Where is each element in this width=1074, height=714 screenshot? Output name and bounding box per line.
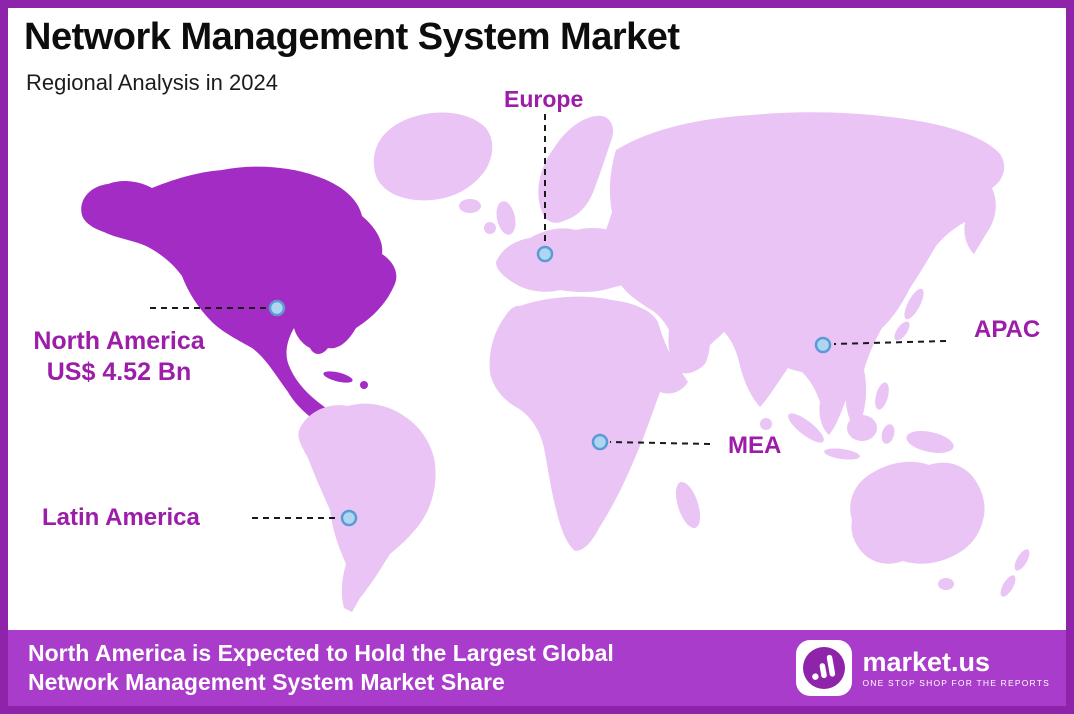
island-hispaniola [360,381,368,389]
region-markers [268,245,832,527]
marker-north-america [268,299,286,317]
island-ireland [484,222,496,234]
island-new-guinea [906,431,954,453]
marketus-logo-icon [796,640,853,696]
island-new-zealand-north [1014,549,1030,571]
page-title: Network Management System Market [24,16,680,58]
island-madagascar [675,481,701,529]
map-area: Network Management System Market Regiona… [8,8,1066,706]
marketus-logo: market.us ONE STOP SHOP FOR THE REPORTS [796,640,1050,696]
marker-mea [591,433,609,451]
callout-line-mea [609,441,711,445]
callout-lines [150,114,947,519]
marker-apac [814,336,832,354]
island-greenland [373,112,493,201]
island-tasmania [938,578,954,590]
region-label-latin-america: Latin America [42,504,200,531]
banner-line-2: Network Management System Market Share [28,669,505,695]
signal-bars-icon [803,647,846,689]
continent-south-america [298,403,436,612]
world-map [81,112,1030,612]
island-new-zealand-south [1000,575,1016,597]
brand-tagline: ONE STOP SHOP FOR THE REPORTS [862,678,1050,688]
island-sumatra [788,413,824,443]
region-label-mea: MEA [728,432,782,459]
banner-line-1: North America is Expected to Hold the La… [28,640,614,666]
continent-australia [850,461,985,564]
island-sri-lanka [760,418,772,430]
island-japan-honshu [904,288,924,320]
island-cuba [323,371,353,383]
brand-name: market.us [862,647,991,677]
island-sulawesi [881,424,895,444]
scandinavia [538,115,614,223]
region-label-europe: Europe [504,86,584,112]
marker-latin-america [340,509,358,527]
continents [81,112,1030,612]
island-great-britain [496,201,516,235]
banner-text: North America is Expected to Hold the La… [28,639,614,697]
marker-europe [536,245,554,263]
region-value-north-america: US$ 4.52 Bn [46,358,192,386]
island-philippines [875,382,889,410]
island-japan-kyushu [894,321,910,341]
region-label-north-america: North America US$ 4.52 Bn [12,326,226,388]
continent-north-america [81,166,397,428]
brand-text: market.us ONE STOP SHOP FOR THE REPORTS [862,648,1050,688]
callout-line-apac [833,340,947,345]
bottom-banner: North America is Expected to Hold the La… [8,630,1066,706]
region-name-north-america: North America [33,327,205,355]
island-iceland [459,199,481,213]
continent-africa [489,296,688,551]
island-java [824,448,860,460]
region-label-apac: APAC [974,316,1041,343]
subtitle: Regional Analysis in 2024 [26,70,278,95]
island-borneo [847,415,877,441]
continent-asia [596,112,1005,435]
